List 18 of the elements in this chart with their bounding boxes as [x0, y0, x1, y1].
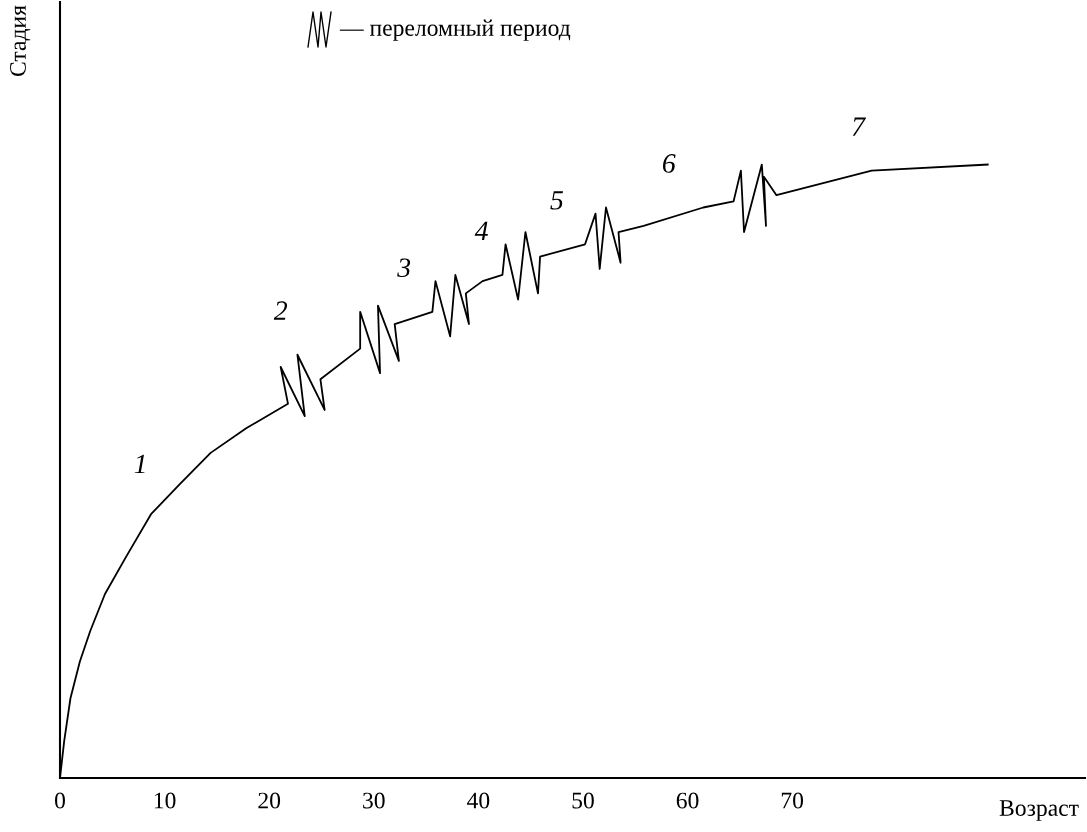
annotation: 4: [474, 221, 488, 240]
annotation: 7: [852, 117, 866, 136]
x-tick-label: 60: [676, 792, 699, 809]
x-tick-label: 40: [467, 792, 490, 809]
annotation: 3: [397, 258, 411, 278]
x-tick-label: 50: [572, 792, 594, 809]
annotation: 5: [550, 191, 563, 210]
x-tick-label: 20: [258, 792, 281, 809]
annotation: 2: [273, 301, 288, 320]
x-tick-label: 0: [55, 792, 65, 809]
annotation: 1: [134, 454, 145, 474]
y-axis-title: Стадия: [10, 5, 31, 77]
x-tick-label: 70: [781, 792, 804, 809]
x-tick-label: 10: [154, 792, 176, 809]
x-tick-label: 30: [363, 792, 385, 809]
text: — переломный период: [339, 19, 571, 41]
annotation: 6: [662, 154, 676, 173]
x-axis-title: Возраст: [999, 800, 1079, 821]
